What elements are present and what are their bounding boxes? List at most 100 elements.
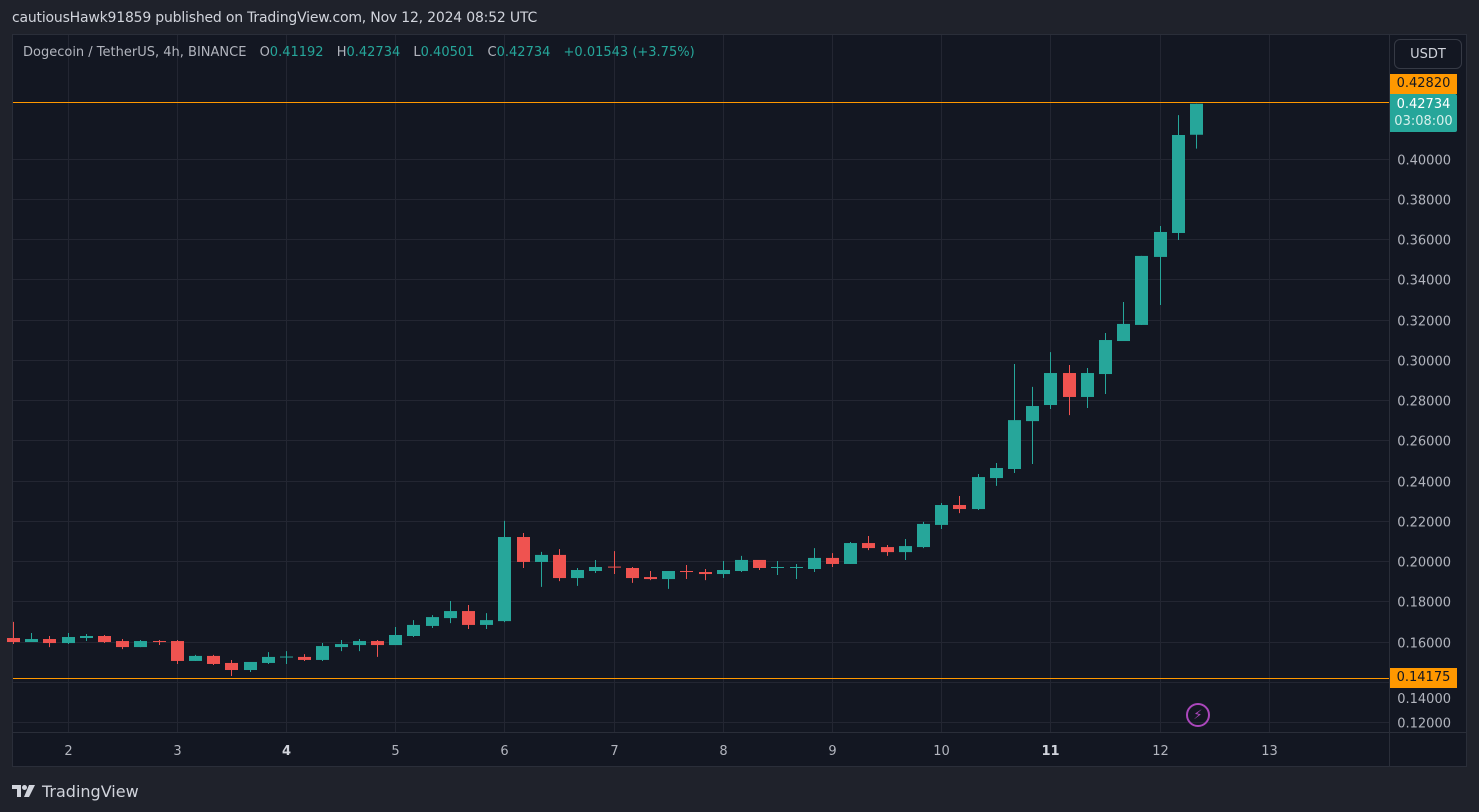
candle-body <box>25 639 38 643</box>
candle-up[interactable] <box>134 640 147 648</box>
candle-down[interactable] <box>862 536 875 551</box>
candle-down[interactable] <box>7 621 20 645</box>
candle-up[interactable] <box>717 560 730 579</box>
candle-down[interactable] <box>680 564 693 580</box>
y-tick-label: 0.40000 <box>1397 154 1451 169</box>
candle-up[interactable] <box>426 615 439 628</box>
candle-body <box>116 641 129 648</box>
lightning-bolt-icon[interactable]: ⚡ <box>1186 703 1210 727</box>
candle-up[interactable] <box>844 542 857 564</box>
candle-up[interactable] <box>1135 255 1148 325</box>
candle-body <box>225 662 238 671</box>
candle-down[interactable] <box>1063 364 1076 416</box>
candle-body <box>43 639 56 644</box>
candle-up[interactable] <box>1044 352 1057 410</box>
candle-up[interactable] <box>1026 386 1039 464</box>
candle-up[interactable] <box>1099 332 1112 394</box>
candle-body <box>680 571 693 573</box>
candle-up[interactable] <box>1081 367 1094 409</box>
y-tick-label: 0.24000 <box>1397 476 1451 491</box>
candle-down[interactable] <box>881 545 894 556</box>
candle-up[interactable] <box>917 521 930 549</box>
candle-up[interactable] <box>899 539 912 560</box>
candle-body <box>426 617 439 626</box>
candle-up[interactable] <box>316 643 329 661</box>
y-tick-label: 0.18000 <box>1397 596 1451 611</box>
candle-up[interactable] <box>389 626 402 646</box>
candle-body <box>153 641 166 643</box>
candle-up[interactable] <box>808 548 821 573</box>
candle-body <box>1063 373 1076 397</box>
candle-up[interactable] <box>771 560 784 576</box>
candle-down[interactable] <box>462 605 475 629</box>
candle-up[interactable] <box>444 600 457 624</box>
candle-up[interactable] <box>589 559 602 574</box>
candle-up[interactable] <box>498 520 511 623</box>
candle-up[interactable] <box>1172 115 1185 241</box>
y-tick-label: 0.32000 <box>1397 315 1451 330</box>
high-value: 0.42734 <box>346 45 401 60</box>
candle-body <box>407 624 420 637</box>
x-tick-label: 6 <box>500 744 508 759</box>
candle-down[interactable] <box>644 571 657 581</box>
candle-up[interactable] <box>1190 103 1203 149</box>
x-tick-label: 10 <box>933 744 950 759</box>
candle-down[interactable] <box>699 569 712 581</box>
candle-up[interactable] <box>262 652 275 664</box>
candle-body <box>62 637 75 644</box>
candle-up[interactable] <box>407 620 420 638</box>
x-tick-label: 3 <box>173 744 181 759</box>
candle-down[interactable] <box>116 639 129 650</box>
candle-up[interactable] <box>62 632 75 645</box>
candle-up[interactable] <box>80 633 93 642</box>
candle-up[interactable] <box>25 632 38 643</box>
candle-up[interactable] <box>790 563 803 580</box>
candle-up[interactable] <box>244 661 257 673</box>
candle-down[interactable] <box>753 559 766 571</box>
candle-up[interactable] <box>662 571 675 589</box>
candle-down[interactable] <box>43 636 56 648</box>
candle-down[interactable] <box>608 551 621 575</box>
candle-body <box>972 477 985 510</box>
candle-down[interactable] <box>171 640 184 664</box>
low-label: L <box>413 45 421 60</box>
candle-body <box>935 505 948 525</box>
candle-down[interactable] <box>153 640 166 646</box>
candle-up[interactable] <box>353 639 366 652</box>
candle-up[interactable] <box>935 503 948 529</box>
candle-down[interactable] <box>298 654 311 661</box>
candle-up[interactable] <box>480 613 493 629</box>
candle-up[interactable] <box>571 567 584 586</box>
high-line-price-label: 0.42820 <box>1390 74 1457 94</box>
candle-down[interactable] <box>207 654 220 665</box>
candle-up[interactable] <box>280 651 293 664</box>
candle-up[interactable] <box>535 551 548 587</box>
candle-down[interactable] <box>225 659 238 677</box>
candle-down[interactable] <box>626 566 639 583</box>
candle-down[interactable] <box>517 532 530 568</box>
candle-up[interactable] <box>1008 363 1021 474</box>
x-tick-label: 8 <box>719 744 727 759</box>
y-tick-label: 0.12000 <box>1397 717 1451 732</box>
candle-up[interactable] <box>1117 302 1130 342</box>
candle-up[interactable] <box>735 555 748 573</box>
candle-up[interactable] <box>335 640 348 652</box>
x-tick-label: 11 <box>1041 744 1059 759</box>
candle-up[interactable] <box>189 654 202 661</box>
candle-body <box>1117 323 1130 342</box>
candle-down[interactable] <box>371 640 384 657</box>
candle-down[interactable] <box>826 553 839 567</box>
symbol-name[interactable]: Dogecoin / TetherUS, 4h, BINANCE <box>23 45 247 60</box>
candle-up[interactable] <box>972 474 985 511</box>
currency-button[interactable]: USDT <box>1394 39 1462 69</box>
candle-up[interactable] <box>990 462 1003 486</box>
candle-up[interactable] <box>1154 225 1167 306</box>
candle-down[interactable] <box>553 549 566 582</box>
candle-body <box>1008 420 1021 470</box>
candle-down[interactable] <box>98 634 111 644</box>
candle-down[interactable] <box>953 495 966 514</box>
tradingview-logo[interactable]: TradingView <box>12 782 139 801</box>
candle-body <box>80 636 93 639</box>
tradingview-logo-icon <box>12 784 35 797</box>
